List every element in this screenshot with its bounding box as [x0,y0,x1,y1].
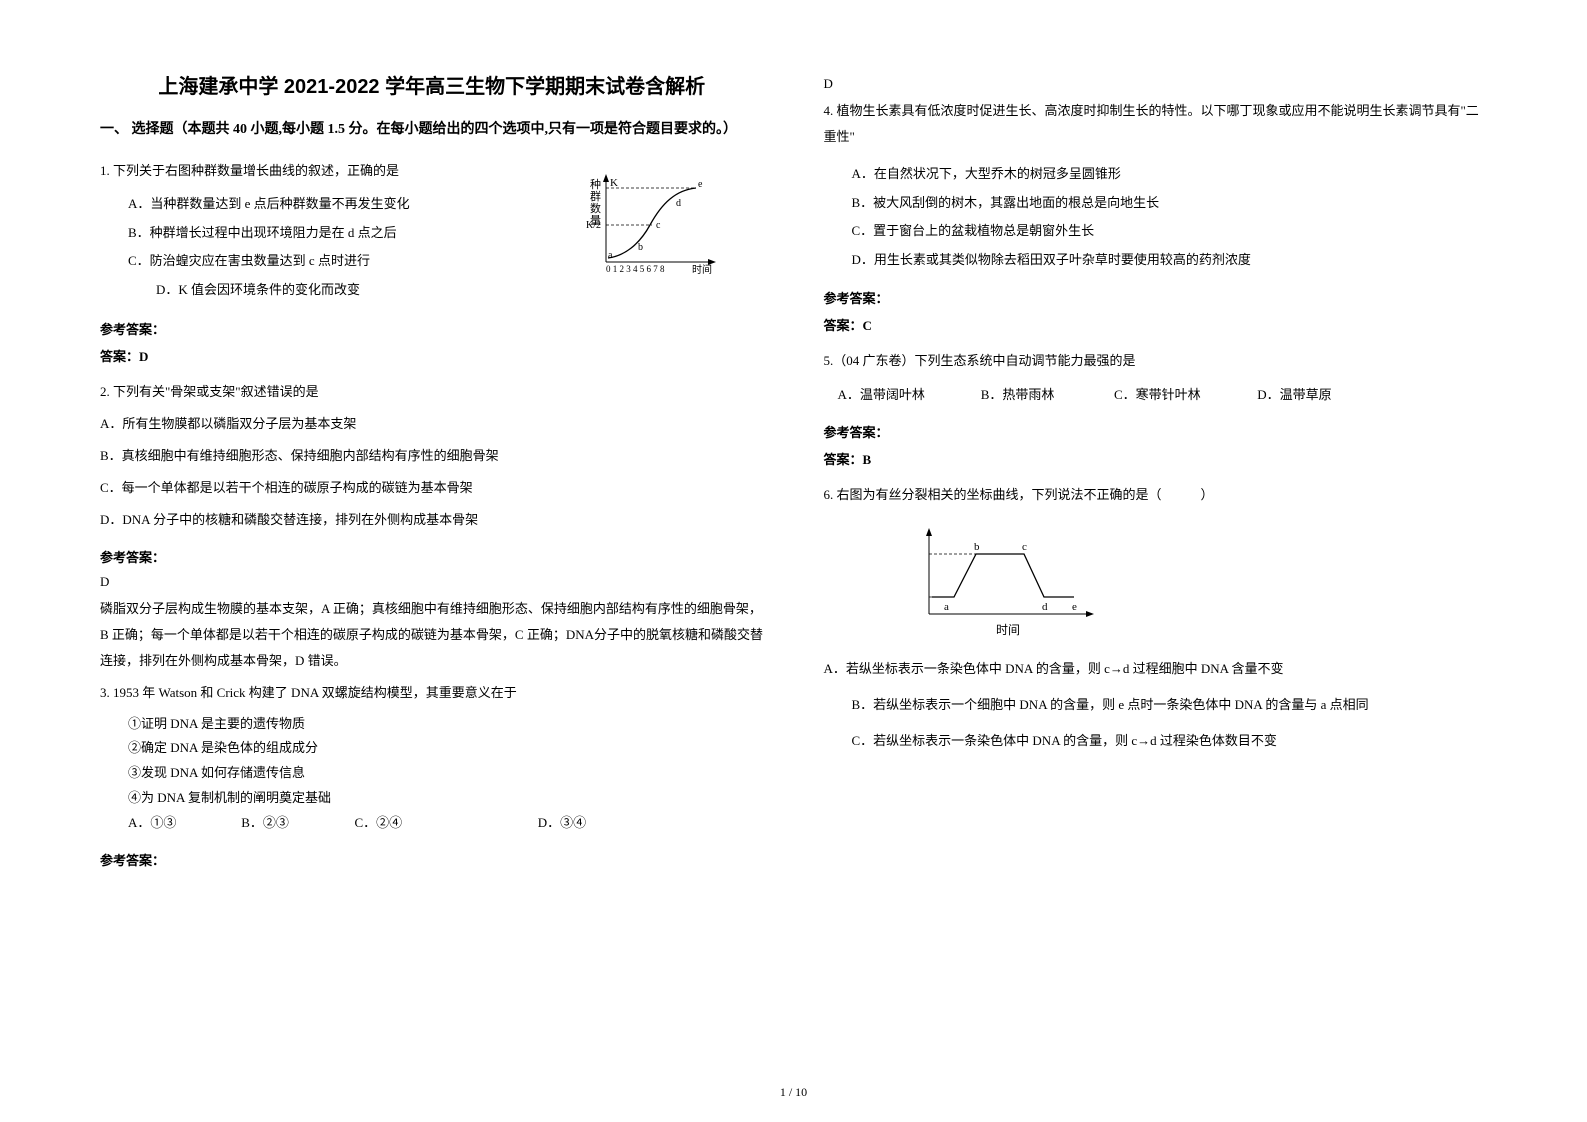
q2-explanation: 磷脂双分子层构成生物膜的基本支架，A 正确；真核细胞中有维持细胞形态、保持细胞内… [100,596,764,674]
q3-option-c: C．②④ [355,810,535,836]
q4-option-c: C．置于窗台上的盆栽植物总是朝窗外生长 [824,217,1488,246]
q3-ref-answer-label: 参考答案： [100,850,764,869]
q1-stem: 1. 下列关于右图种群数量增长曲线的叙述，正确的是 [100,158,520,184]
fig1-point-e: e [698,179,703,190]
figure-2-mitosis-curve: a b c d e 时间 [904,522,1104,642]
exam-title: 上海建承中学 2021-2022 学年高三生物下学期期末试卷含解析 [100,70,764,99]
q4-stem: 4. 植物生长素具有低浓度时促进生长、高浓度时抑制生长的特性。以下哪丁现象或应用… [824,98,1488,150]
fig1-xlabel: 时间 [692,263,712,276]
q2-option-c: C．每一个单体都是以若干个相连的碳原子构成的碳链为基本骨架 [100,475,764,501]
section-1-header: 一、 选择题（本题共 40 小题,每小题 1.5 分。在每小题给出的四个选项中,… [100,117,764,142]
question-3: 3. 1953 年 Watson 和 Crick 构建了 DNA 双螺旋结构模型… [100,680,764,837]
fig1-ylabel-1: 种 [590,177,601,191]
figure-1-population-curve: 种 群 数 量 K K/2 a b c d e 0 1 2 3 4 5 6 7 [584,170,724,280]
q5-options-row: A．温带阔叶林 B．热带雨林 C．寒带针叶林 D．温带草原 [824,382,1488,408]
q2-ref-answer-label: 参考答案： [100,547,764,566]
q5-answer: 答案：B [824,449,1488,468]
fig1-point-a: a [608,250,613,261]
q4-answer: 答案：C [824,315,1488,334]
fig2-point-c: c [1022,541,1027,553]
fig2-point-b: b [974,541,980,553]
q2-option-d: D．DNA 分子中的核糖和磷酸交替连接，排列在外侧构成基本骨架 [100,507,764,533]
q4-option-d: D．用生长素或其类似物除去稻田双子叶杂草时要使用较高的药剂浓度 [824,246,1488,275]
fig2-point-a: a [944,601,949,613]
q3-sub-3: ③发现 DNA 如何存储遗传信息 [100,761,764,786]
q3-sub-1: ①证明 DNA 是主要的遗传物质 [100,712,764,737]
question-6: 6. 右图为有丝分裂相关的坐标曲线，下列说法不正确的是（ ） [824,482,1488,508]
question-5: 5.（04 广东卷）下列生态系统中自动调节能力最强的是 A．温带阔叶林 B．热带… [824,348,1488,408]
q3-answer: D [824,76,1488,92]
q3-sub-2: ②确定 DNA 是染色体的组成成分 [100,736,764,761]
fig1-k2-label: K/2 [586,220,601,231]
q5-option-b: B．热带雨林 [981,382,1111,408]
q4-option-a: A．在自然状况下，大型乔木的树冠多呈圆锥形 [824,160,1488,189]
fig1-point-c: c [656,220,661,231]
q6-option-c: C．若纵坐标表示一条染色体中 DNA 的含量，则 c→d 过程染色体数目不变 [824,728,1488,754]
fig1-point-b: b [638,242,643,253]
q2-stem: 2. 下列有关"骨架或支架"叙述错误的是 [100,379,764,405]
q6-option-a: A．若纵坐标表示一条染色体中 DNA 的含量，则 c→d 过程细胞中 DNA 含… [824,656,1488,682]
q4-option-b: B．被大风刮倒的树木，其露出地面的根总是向地生长 [824,189,1488,218]
q3-sub-4: ④为 DNA 复制机制的阐明奠定基础 [100,786,764,811]
q3-option-b: B．②③ [241,810,351,836]
q5-stem: 5.（04 广东卷）下列生态系统中自动调节能力最强的是 [824,348,1488,374]
fig1-ylabel-3: 数 [590,202,601,215]
page-number: 1 / 10 [780,1085,807,1100]
fig2-xlabel: 时间 [996,623,1020,637]
q1-option-d: D．K 值会因环境条件的变化而改变 [100,276,764,305]
q6-option-b: B．若纵坐标表示一个细胞中 DNA 的含量，则 e 点时一条染色体中 DNA 的… [824,692,1488,718]
question-2: 2. 下列有关"骨架或支架"叙述错误的是 A．所有生物膜都以磷脂双分子层为基本支… [100,379,764,533]
question-4: 4. 植物生长素具有低浓度时促进生长、高浓度时抑制生长的特性。以下哪丁现象或应用… [824,98,1488,274]
q5-option-a: A．温带阔叶林 [838,382,978,408]
q2-answer: D [100,574,764,590]
q5-option-c: C．寒带针叶林 [1114,382,1254,408]
q1-ref-answer-label: 参考答案： [100,319,764,338]
q2-option-b: B．真核细胞中有维持细胞形态、保持细胞内部结构有序性的细胞骨架 [100,443,764,469]
q4-ref-answer-label: 参考答案： [824,288,1488,307]
q3-option-d: D．③④ [538,810,586,836]
fig2-point-e: e [1072,601,1077,613]
q5-ref-answer-label: 参考答案： [824,422,1488,441]
q3-option-a: A．①③ [128,810,238,836]
fig1-ylabel-2: 群 [590,189,601,203]
fig1-k-label: K [610,177,618,189]
q2-option-a: A．所有生物膜都以磷脂双分子层为基本支架 [100,411,764,437]
fig2-point-d: d [1042,601,1048,613]
q6-stem: 6. 右图为有丝分裂相关的坐标曲线，下列说法不正确的是（ ） [824,482,1488,508]
q3-stem: 3. 1953 年 Watson 和 Crick 构建了 DNA 双螺旋结构模型… [100,680,764,706]
q5-option-d: D．温带草原 [1257,382,1331,408]
q1-answer: 答案：D [100,346,764,365]
q3-options-row: A．①③ B．②③ C．②④ D．③④ [100,810,764,836]
fig1-xticks: 0 1 2 3 4 5 6 7 8 [606,264,665,274]
fig1-point-d: d [676,198,681,209]
